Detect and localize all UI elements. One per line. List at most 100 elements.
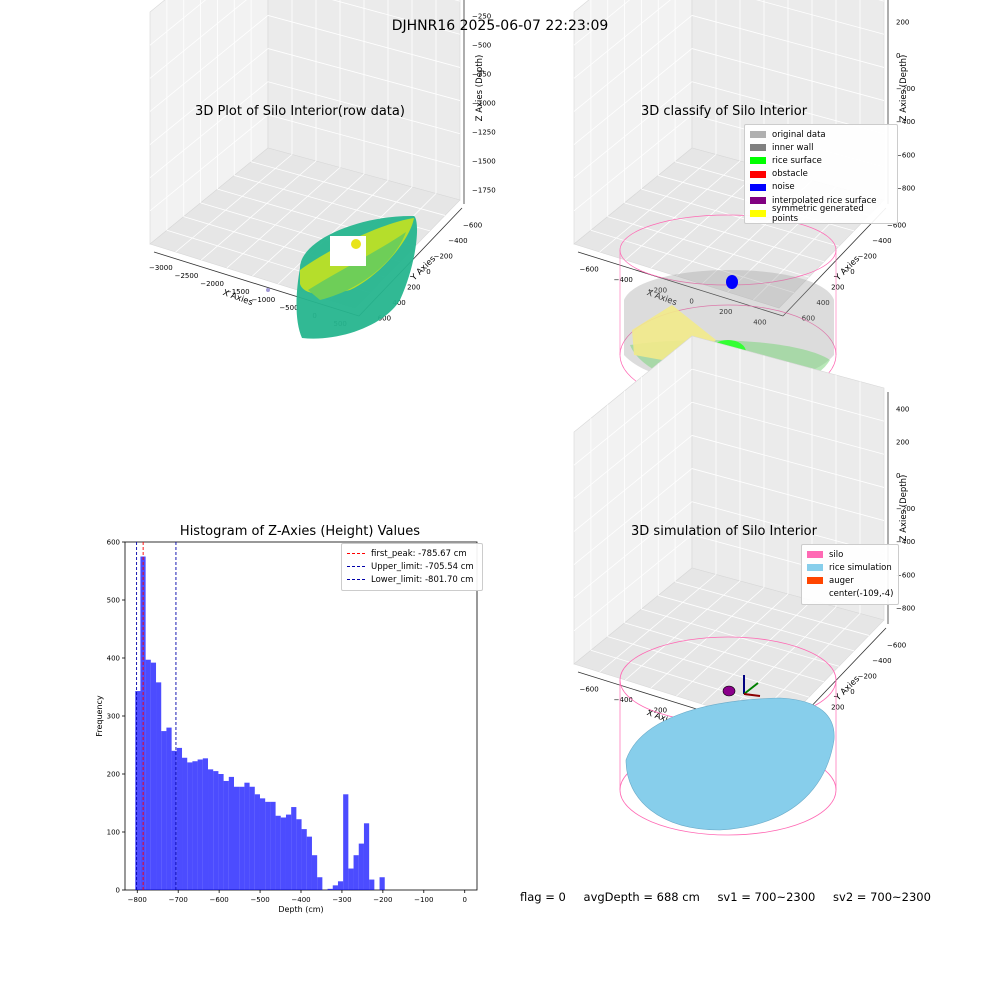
legend-item: symmetric generated points — [750, 204, 892, 224]
histogram-bar — [192, 761, 198, 890]
simulation-y-tick-label: 0 — [850, 688, 854, 696]
legend-label: rice surface — [772, 155, 822, 166]
histogram-bar — [301, 829, 307, 890]
histogram-y-tick-label: 500 — [107, 597, 120, 605]
simulation-z-axis-label: Z Axies (Depth) — [899, 475, 909, 542]
raw-y-tick-label: 200 — [407, 283, 420, 291]
histogram-bar — [285, 814, 292, 890]
legend-item: interpolated rice surface — [750, 194, 892, 207]
histogram-bar — [218, 774, 224, 890]
raw-y-tick-label: −200 — [434, 253, 453, 261]
raw-left-grid — [149, 0, 247, 79]
raw-x-tick-label: −500 — [279, 304, 298, 312]
raw-z-tick-label: −1250 — [472, 129, 496, 137]
simulation-x-tick-label: −600 — [579, 685, 598, 693]
raw-floor-grid — [252, 173, 365, 277]
legend-item: inner wall — [750, 141, 892, 154]
histogram-x-tick-label: −100 — [414, 896, 433, 904]
histogram-bar — [265, 801, 271, 890]
classify-left-grid — [573, 114, 693, 212]
raw-left-grid — [149, 0, 207, 46]
histogram-bar — [223, 780, 229, 890]
legend-swatch — [807, 564, 823, 572]
simulation-z-tick-label: −800 — [896, 604, 915, 612]
histogram-bar — [254, 794, 260, 890]
classify-z-tick-label: −600 — [896, 151, 915, 159]
legend-label: Upper_limit: -705.54 cm — [371, 561, 474, 572]
raw-left-grid — [149, 15, 269, 112]
histogram-bar — [353, 855, 359, 890]
legend-item: auger — [807, 574, 893, 587]
legend-item: original data — [750, 128, 892, 141]
legend-item: Lower_limit: -801.70 cm — [347, 573, 477, 586]
legend-swatch — [750, 197, 766, 205]
raw-silo-gap — [330, 236, 366, 266]
histogram-x-tick-label: −400 — [291, 896, 310, 904]
histogram-bar — [343, 794, 349, 890]
histogram-bar — [244, 782, 250, 890]
classify-z-tick-label: 0 — [896, 52, 900, 60]
sv1-readout: sv1 = 700~2300 — [717, 890, 816, 904]
histogram-bar — [358, 843, 364, 890]
histogram-x-tick-label: −600 — [210, 896, 229, 904]
raw-y-tick-label: 400 — [392, 299, 405, 307]
histogram-bar — [363, 823, 370, 890]
legend-swatch — [750, 157, 766, 165]
histogram-bar — [202, 758, 209, 890]
simulation-y-tick-label: −400 — [872, 657, 891, 665]
histogram-bar — [228, 776, 234, 890]
histogram-title: Histogram of Z-Axies (Height) Values — [179, 524, 421, 539]
classify-y-tick-label: 0 — [850, 268, 854, 276]
classify-left-grid — [573, 0, 671, 79]
sv2-readout: sv2 = 700~2300 — [833, 890, 931, 904]
legend-label: auger — [829, 575, 854, 586]
legend-label: silo — [829, 549, 844, 560]
simulation-z-tick-label: −400 — [896, 538, 915, 546]
legend-label: center(-109,-4) — [829, 589, 894, 600]
simulation-floor-grid — [658, 595, 855, 652]
classify-y-axis-line — [782, 207, 887, 317]
raw-z-tick-label: −1750 — [472, 187, 496, 195]
histogram-bar — [233, 786, 240, 890]
histogram-bar — [208, 769, 214, 890]
raw-left-grid — [149, 48, 269, 145]
classify-y-tick-label: −400 — [872, 237, 891, 245]
classify-left-grid — [573, 0, 631, 46]
legend-swatch — [807, 591, 823, 598]
simulation-z-tick-label: −600 — [896, 571, 915, 579]
histogram-y-tick-label: 600 — [107, 539, 120, 547]
legend-swatch — [750, 170, 766, 178]
simulation-back-grid — [691, 435, 885, 488]
simulation-left-grid — [573, 534, 693, 632]
raw-floor-grid — [226, 167, 341, 269]
legend-label: noise — [772, 182, 795, 193]
histogram-bar — [379, 877, 385, 890]
histogram-x-tick-label: 0 — [462, 896, 466, 904]
histogram-bar — [327, 888, 333, 890]
raw-back-grid — [267, 48, 461, 101]
simulation-center-marker — [722, 685, 736, 697]
simulation-floor-grid — [701, 600, 813, 705]
simulation-back-grid — [691, 468, 885, 521]
raw-y-tick-label: 600 — [378, 314, 391, 322]
classify-z-tick-label: −200 — [896, 85, 915, 93]
classify-x-tick-label: 400 — [753, 319, 766, 327]
legend-line — [347, 566, 365, 568]
simulation-left-grid — [573, 468, 693, 565]
classify-z-tick-label: −800 — [896, 184, 915, 192]
histogram-bar — [306, 836, 312, 890]
classify-floor-grid — [599, 154, 717, 253]
legend-item: rice simulation — [807, 561, 893, 574]
histogram-bar — [259, 798, 266, 890]
legend-line — [347, 553, 365, 555]
histogram-bar — [317, 877, 323, 890]
classify-back-grid — [691, 15, 885, 68]
raw-z-axis-label: Z Axies (Depth) — [475, 55, 485, 122]
classify-noise-cluster — [726, 275, 738, 289]
histogram-x-tick-label: −700 — [169, 896, 188, 904]
raw-obstacle-cluster — [351, 239, 361, 249]
classify-legend: original data inner wall rice surface ob… — [744, 124, 898, 225]
histogram-legend: first_peak: -785.67 cm Upper_limit: -705… — [341, 543, 483, 591]
simulation-y-tick-label: 200 — [831, 703, 844, 711]
